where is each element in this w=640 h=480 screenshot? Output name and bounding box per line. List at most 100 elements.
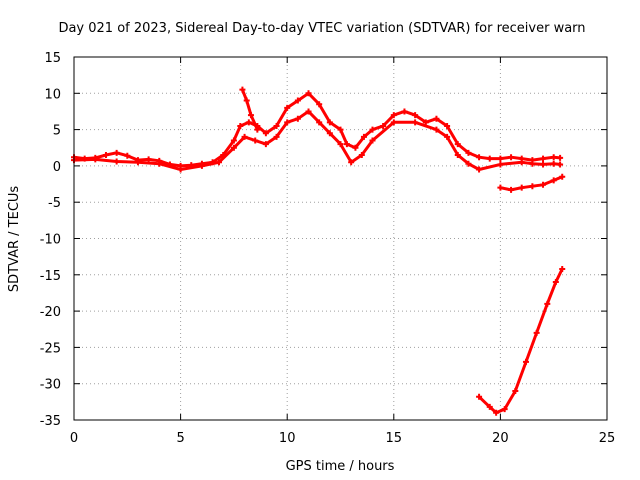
y-tick-label: -5 bbox=[48, 196, 61, 211]
data-point bbox=[198, 162, 205, 169]
data-point bbox=[230, 144, 237, 151]
data-point bbox=[433, 115, 440, 122]
data-point bbox=[124, 152, 131, 159]
data-point bbox=[305, 90, 312, 97]
data-point bbox=[529, 160, 536, 167]
data-point bbox=[533, 329, 540, 336]
data-point bbox=[486, 403, 493, 410]
x-tick-label: 5 bbox=[176, 431, 184, 446]
data-point bbox=[177, 166, 184, 173]
x-tick-label: 10 bbox=[279, 431, 296, 446]
data-point bbox=[559, 173, 566, 180]
y-axis-label: SDTVAR / TECUs bbox=[7, 186, 22, 293]
data-point bbox=[508, 186, 515, 193]
data-point bbox=[252, 137, 259, 144]
plot-frame bbox=[73, 56, 608, 421]
data-point bbox=[486, 155, 493, 162]
data-point bbox=[557, 161, 564, 168]
x-tick-label: 15 bbox=[386, 431, 403, 446]
data-point bbox=[497, 184, 504, 191]
data-point bbox=[326, 130, 333, 137]
data-point bbox=[550, 154, 557, 161]
data-point bbox=[369, 126, 376, 133]
y-tick-label: 15 bbox=[44, 51, 61, 66]
data-point bbox=[412, 112, 419, 119]
data-point bbox=[294, 97, 301, 104]
data-point bbox=[294, 115, 301, 122]
data-point bbox=[454, 152, 461, 159]
data-point bbox=[390, 112, 397, 119]
tick-layer: 0 5 10 15 20 25 15 10 5 0 -5 -10 -15 -20 -25 -30 -35 bbox=[40, 51, 616, 446]
data-point bbox=[273, 122, 280, 129]
data-point bbox=[518, 159, 525, 166]
data-point bbox=[476, 154, 483, 161]
data-point bbox=[352, 144, 359, 151]
data-point bbox=[550, 177, 557, 184]
x-tick-label: 20 bbox=[492, 431, 509, 446]
data-point bbox=[262, 141, 269, 148]
data-point bbox=[497, 161, 504, 168]
data-point bbox=[343, 141, 350, 148]
data-point bbox=[305, 108, 312, 115]
y-tick-label: -10 bbox=[40, 233, 61, 248]
data-point bbox=[215, 159, 222, 166]
data-point bbox=[316, 119, 323, 126]
data-point bbox=[501, 406, 508, 413]
data-point bbox=[254, 126, 261, 133]
y-tick-label: 5 bbox=[53, 124, 61, 139]
data-point bbox=[422, 119, 429, 126]
data-point bbox=[348, 159, 355, 166]
data-point bbox=[284, 119, 291, 126]
data-point bbox=[134, 159, 141, 166]
y-tick-label: -30 bbox=[40, 378, 61, 393]
data-point bbox=[113, 158, 120, 165]
x-axis-label: GPS time / hours bbox=[286, 459, 395, 474]
y-tick-label: -15 bbox=[40, 269, 61, 284]
data-point bbox=[230, 137, 237, 144]
y-tick-label: 10 bbox=[44, 87, 61, 102]
data-point bbox=[497, 155, 504, 162]
series-line-spike-8h bbox=[240, 88, 259, 132]
data-point bbox=[360, 133, 367, 140]
y-tick-label: -25 bbox=[40, 341, 61, 356]
data-point bbox=[380, 122, 387, 129]
data-point bbox=[239, 86, 246, 93]
data-point bbox=[337, 126, 344, 133]
grid-layer bbox=[74, 57, 607, 420]
data-point bbox=[465, 160, 472, 167]
series-line-deep-dip bbox=[477, 267, 564, 415]
data-point bbox=[145, 156, 152, 163]
x-tick-label: 25 bbox=[599, 431, 616, 446]
data-point bbox=[390, 119, 397, 126]
data-point bbox=[465, 149, 472, 156]
y-tick-label: 0 bbox=[53, 160, 61, 175]
data-point bbox=[358, 152, 365, 159]
data-point bbox=[444, 133, 451, 140]
data-point bbox=[476, 166, 483, 173]
data-point bbox=[273, 133, 280, 140]
chart-title: Day 021 of 2023, Sidereal Day-to-day VTE… bbox=[58, 21, 585, 36]
data-point bbox=[522, 358, 529, 365]
data-point bbox=[337, 141, 344, 148]
data-point bbox=[433, 126, 440, 133]
data-point bbox=[550, 160, 557, 167]
data-point bbox=[262, 130, 269, 137]
data-point bbox=[412, 119, 419, 126]
y-tick-label: -35 bbox=[40, 414, 61, 429]
data-point bbox=[241, 133, 248, 140]
data-point bbox=[113, 149, 120, 156]
data-point bbox=[540, 181, 547, 188]
data-point bbox=[559, 265, 566, 272]
data-point bbox=[557, 154, 564, 161]
data-point bbox=[540, 155, 547, 162]
data-point bbox=[493, 409, 500, 416]
data-point bbox=[326, 119, 333, 126]
data-point bbox=[156, 160, 163, 167]
data-point bbox=[245, 119, 252, 126]
data-point bbox=[518, 184, 525, 191]
data-point bbox=[92, 156, 99, 163]
data-point bbox=[247, 112, 254, 119]
data-point bbox=[529, 183, 536, 190]
data-point bbox=[544, 300, 551, 307]
